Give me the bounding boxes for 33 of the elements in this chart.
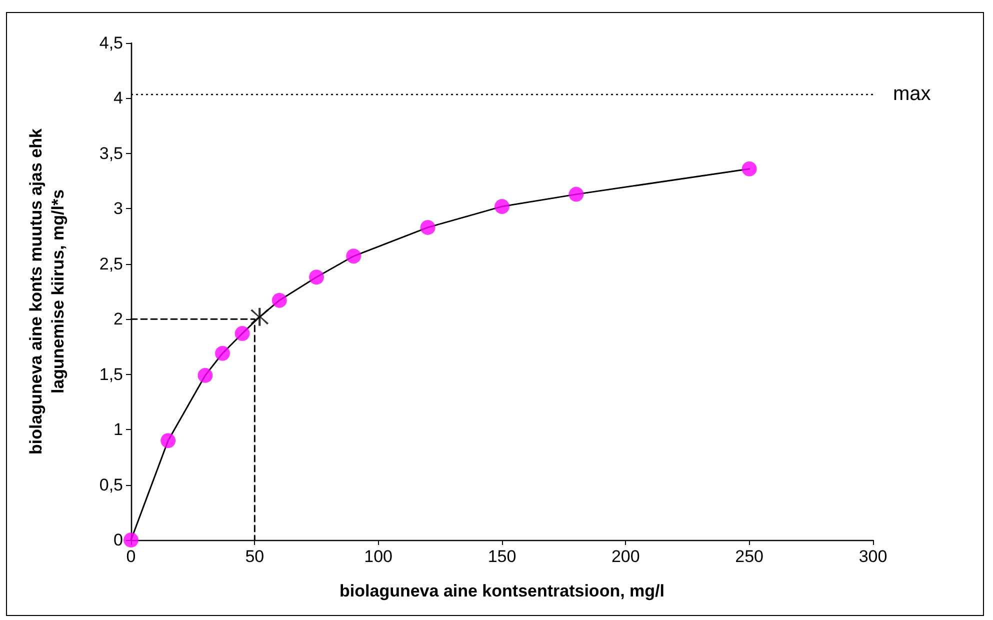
y-tick-label: 4,5 — [99, 34, 123, 52]
point — [742, 161, 757, 176]
y-tick-label: 2,5 — [99, 254, 123, 274]
x-tick-label: 200 — [611, 547, 640, 566]
x-tick-label: 100 — [364, 547, 393, 566]
point — [215, 346, 230, 361]
point — [568, 186, 584, 202]
x-tick-label: 0 — [126, 547, 136, 566]
y-tick-label: 3,5 — [99, 144, 123, 163]
point — [272, 292, 287, 308]
y-tick-label: 3 — [114, 199, 123, 218]
x-tick-label: 50 — [245, 547, 264, 566]
y-tick-label: 2 — [114, 310, 123, 329]
point — [309, 270, 324, 285]
point — [494, 198, 510, 214]
y-tick-label: 4 — [114, 88, 123, 108]
point — [198, 368, 213, 383]
point — [346, 248, 362, 264]
y-tick-label: 0 — [114, 530, 123, 550]
y-tick-label: 0,5 — [99, 475, 123, 494]
x-tick-label: 300 — [858, 547, 888, 566]
x-axis-title: biolaguneva aine kontsentratsioon, mg/l — [340, 582, 664, 600]
x-tick-label: 250 — [735, 547, 764, 566]
x-tick-label: 150 — [488, 547, 516, 566]
point — [234, 326, 250, 341]
y-tick-label: 1 — [114, 420, 123, 440]
y-tick-label: 1,5 — [99, 364, 123, 384]
y-axis-title: biolaguneva aine konts muutus ajas ehk lagunemise kiirus, mg/l*s — [26, 128, 68, 454]
point — [160, 433, 176, 448]
point — [250, 308, 269, 326]
point — [124, 532, 138, 548]
ref-line-label: max — [893, 82, 931, 105]
point — [420, 220, 436, 235]
